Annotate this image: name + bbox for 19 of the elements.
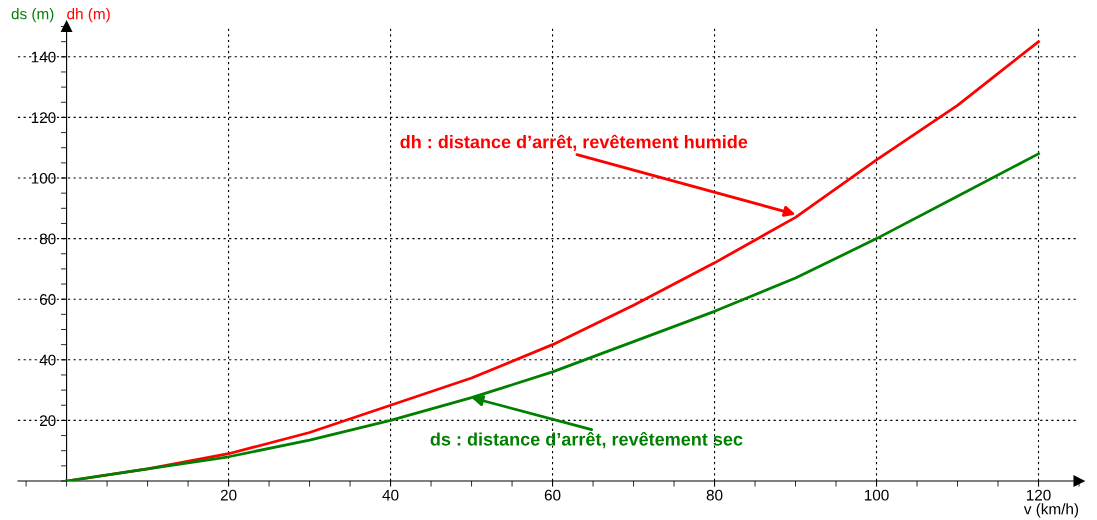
x-tick-label: 60 — [544, 489, 561, 501]
y-tick-label: 120 — [31, 112, 56, 124]
annotation: dh : distance d’arrêt, revêtement humide — [400, 134, 748, 151]
x-tick-label: 80 — [706, 489, 723, 501]
x-tick-label: 120 — [1026, 489, 1051, 501]
y-tick-label: 20 — [39, 415, 56, 427]
x-tick-label: 40 — [382, 489, 399, 501]
y-tick-label: 100 — [31, 172, 56, 184]
y-tick-label: 80 — [39, 233, 56, 245]
y-tick-label: 40 — [39, 354, 56, 366]
x-tick-label: 100 — [864, 489, 889, 501]
x-axis-title: v (km/h) — [1023, 503, 1079, 518]
line-series — [65, 152, 1040, 481]
y2-axis-title: dh (m) — [67, 8, 110, 23]
x-tick-label: 20 — [220, 489, 237, 501]
y-axis-title: ds (m) — [11, 8, 54, 23]
annotation: ds : distance d’arrêt, revêtement sec — [430, 432, 743, 449]
y-tick-label: 60 — [39, 294, 56, 305]
y-tick-label: 140 — [31, 51, 56, 63]
